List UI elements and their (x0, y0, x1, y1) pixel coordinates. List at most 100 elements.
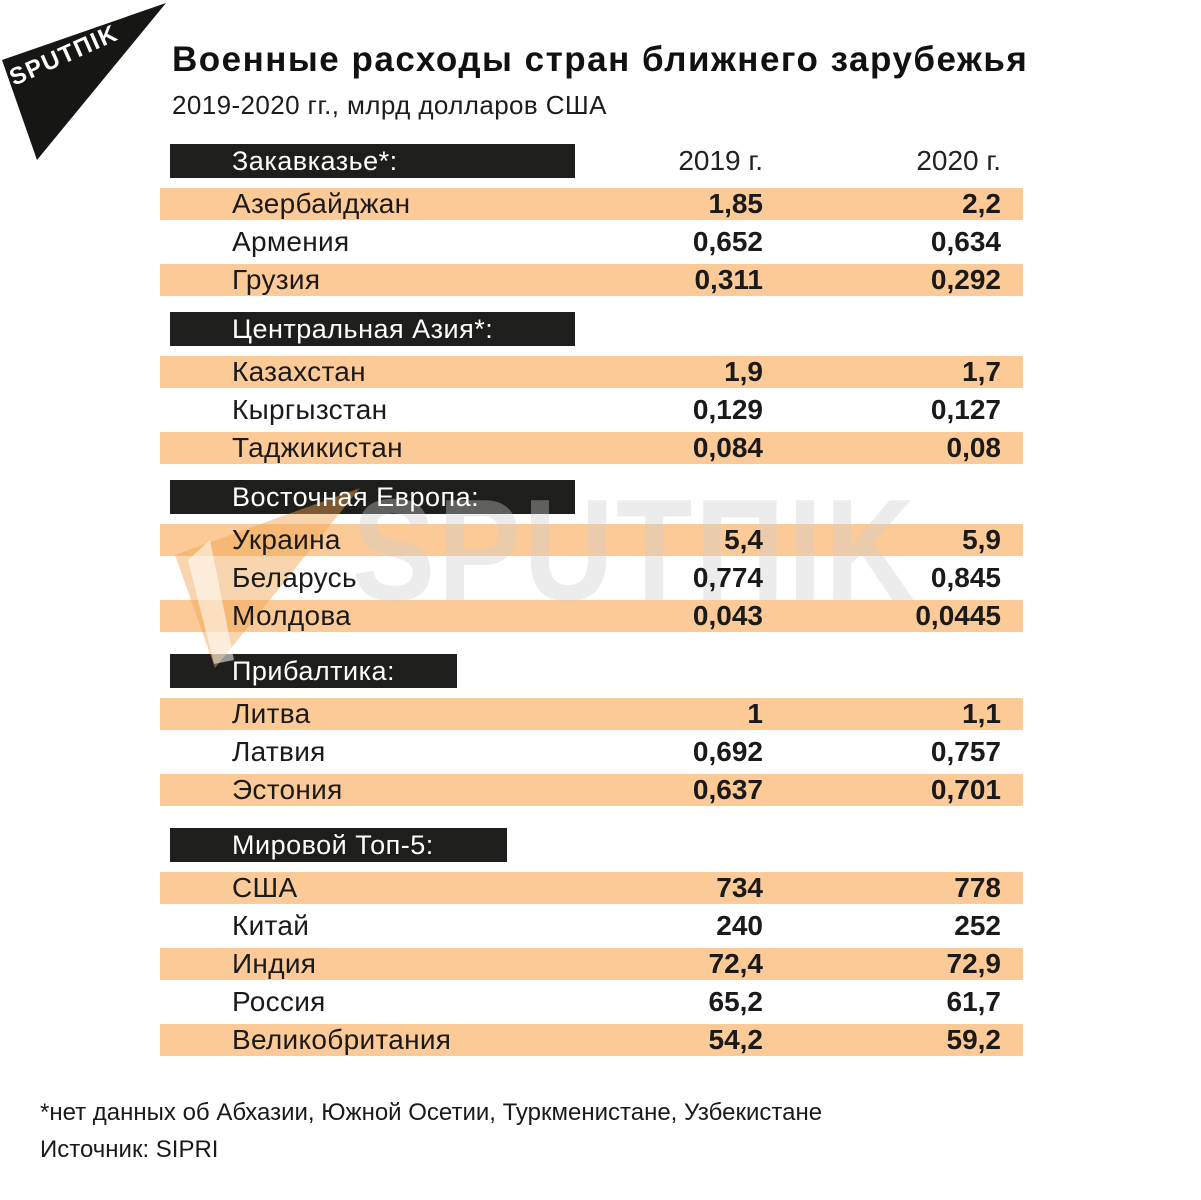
section-header-row: Прибалтика: (160, 654, 1023, 688)
page-subtitle: 2019-2020 гг., млрд долларов США (172, 90, 607, 120)
country-name: Украина (232, 524, 341, 555)
section-central-asia: Центральная Азия*: Казахстан 1,9 1,7 Кыр… (160, 312, 1023, 464)
table-row: Казахстан 1,9 1,7 (160, 356, 1023, 388)
table-row: Великобритания 54,2 59,2 (160, 1024, 1023, 1056)
value-2019: 5,4 (724, 524, 763, 555)
section-header-label: Центральная Азия*: (232, 313, 494, 344)
section-header-row: Закавказье*: 2019 г. 2020 г. (160, 144, 1023, 178)
table-row: Эстония 0,637 0,701 (160, 774, 1023, 806)
value-2020: 59,2 (946, 1024, 1002, 1055)
value-2020: 0,757 (930, 736, 1001, 767)
value-2019: 240 (716, 910, 763, 941)
table-row: Беларусь 0,774 0,845 (160, 562, 1023, 594)
column-header-2020: 2020 г. (916, 145, 1001, 176)
country-name: Молдова (232, 600, 352, 631)
table-row: Украина 5,4 5,9 (160, 524, 1023, 556)
expenditure-table: Закавказье*: 2019 г. 2020 г. Азербайджан… (160, 144, 1023, 1062)
country-name: Индия (232, 948, 317, 979)
value-2019: 1,85 (708, 188, 764, 219)
section-header-label: Прибалтика: (232, 655, 395, 686)
table-row: Китай 240 252 (160, 910, 1023, 942)
value-2019: 0,311 (694, 264, 763, 295)
table-row: Кыргызстан 0,129 0,127 (160, 394, 1023, 426)
section-header-row: Восточная Европа: (160, 480, 1023, 514)
value-2020: 2,2 (962, 188, 1001, 219)
column-header-2019: 2019 г. (678, 145, 763, 176)
sputnik-logo-triangle: SPUTΠIK (2, 3, 166, 160)
country-name: Россия (232, 986, 326, 1017)
table-row: Грузия 0,311 0,292 (160, 264, 1023, 296)
value-2020: 0,845 (930, 562, 1001, 593)
value-2019: 72,4 (708, 948, 764, 979)
value-2020: 252 (954, 910, 1001, 941)
value-2020: 5,9 (962, 524, 1001, 555)
section-header-bar: Восточная Европа: (170, 480, 575, 514)
country-name: Грузия (232, 264, 321, 295)
country-name: Казахстан (232, 356, 366, 387)
country-name: Кыргызстан (232, 394, 388, 425)
value-2020: 1,1 (962, 698, 1001, 729)
value-2019: 0,084 (692, 432, 763, 463)
table-row: Литва 1 1,1 (160, 698, 1023, 730)
value-2019: 0,637 (692, 774, 763, 805)
footer: *нет данных об Абхазии, Южной Осетии, Ту… (40, 1094, 822, 1168)
section-header-label: Мировой Топ-5: (232, 829, 434, 860)
country-name: Литва (232, 698, 311, 729)
footnote: *нет данных об Абхазии, Южной Осетии, Ту… (40, 1099, 823, 1126)
value-2020: 0,292 (930, 264, 1001, 295)
table-row: Азербайджан 1,85 2,2 (160, 188, 1023, 220)
country-name: США (232, 872, 298, 903)
value-2019: 0,774 (692, 562, 763, 593)
table-row: США 734 778 (160, 872, 1023, 904)
section-eastern-europe: Восточная Европа: Украина 5,4 5,9 Белару… (160, 480, 1023, 632)
value-2020: 1,7 (962, 356, 1001, 387)
value-2020: 61,7 (946, 986, 1002, 1017)
country-name: Великобритания (232, 1024, 452, 1055)
country-name: Латвия (232, 736, 326, 767)
section-header-row: Мировой Топ-5: (160, 828, 1023, 862)
country-name: Беларусь (232, 562, 357, 593)
value-2020: 72,9 (946, 948, 1002, 979)
page-title: Военные расходы стран ближнего зарубежья (172, 40, 1029, 79)
country-name: Азербайджан (232, 188, 411, 219)
table-row: Индия 72,4 72,9 (160, 948, 1023, 980)
value-2020: 0,127 (930, 394, 1001, 425)
country-name: Китай (232, 910, 310, 941)
value-2020: 0,08 (946, 432, 1002, 463)
section-header-label: Восточная Европа: (232, 481, 480, 512)
section-header-bar: Мировой Топ-5: (170, 828, 507, 862)
value-2019: 1,9 (724, 356, 763, 387)
section-header-row: Центральная Азия*: (160, 312, 1023, 346)
country-name: Таджикистан (232, 432, 403, 463)
value-2019: 65,2 (708, 986, 764, 1017)
value-2019: 734 (716, 872, 763, 903)
section-header-bar: Закавказье*: (170, 144, 575, 178)
section-header-bar: Прибалтика: (170, 654, 457, 688)
value-2020: 778 (954, 872, 1001, 903)
value-2019: 0,652 (692, 226, 763, 257)
table-row: Таджикистан 0,084 0,08 (160, 432, 1023, 464)
value-2020: 0,701 (930, 774, 1001, 805)
value-2019: 1 (747, 698, 763, 729)
sputnik-logo: SPUTΠIK (0, 0, 175, 170)
value-2019: 54,2 (708, 1024, 764, 1055)
table-row: Молдова 0,043 0,0445 (160, 600, 1023, 632)
section-zakavkazye: Закавказье*: 2019 г. 2020 г. Азербайджан… (160, 144, 1023, 296)
section-header-label: Закавказье*: (232, 145, 398, 176)
section-world-top5: Мировой Топ-5: США 734 778 Китай 240 252… (160, 828, 1023, 1056)
country-name: Армения (232, 226, 350, 257)
section-header-bar: Центральная Азия*: (170, 312, 575, 346)
header: Военные расходы стран ближнего зарубежья… (172, 40, 1182, 121)
value-2020: 0,634 (930, 226, 1001, 257)
value-2019: 0,129 (692, 394, 763, 425)
table-row: Армения 0,652 0,634 (160, 226, 1023, 258)
table-row: Россия 65,2 61,7 (160, 986, 1023, 1018)
value-2020: 0,0445 (915, 600, 1001, 631)
table-row: Латвия 0,692 0,757 (160, 736, 1023, 768)
source-credit: Источник: SIPRI (40, 1136, 219, 1163)
country-name: Эстония (232, 774, 343, 805)
value-2019: 0,043 (692, 600, 763, 631)
value-2019: 0,692 (692, 736, 763, 767)
section-baltics: Прибалтика: Литва 1 1,1 Латвия 0,692 0,7… (160, 654, 1023, 806)
